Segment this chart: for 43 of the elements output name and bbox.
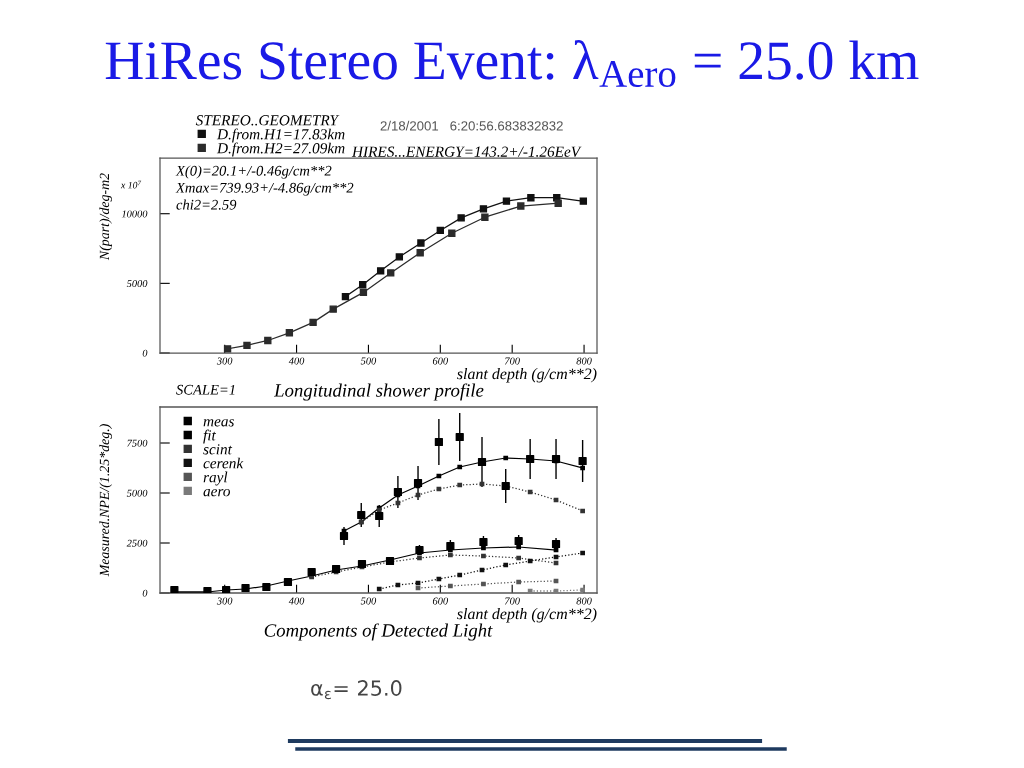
text: 2/18/2001 6:20:56.683832832 [380,120,563,131]
legend-label: scint [203,444,233,455]
y-tick-label: 0 [142,589,148,597]
x-axis-title: slant depth (g/cm**2) [457,608,597,623]
legend-label: cerenk [203,457,244,469]
legend-label: D.from.H2=27.09km [216,142,345,157]
x-tick-label: 800 [576,357,592,365]
x-tick-label: 300 [216,357,233,365]
x-tick-label: 700 [504,597,520,605]
x-axis-title: slant depth (g/cm**2) [457,368,597,383]
x-tick-label: 400 [288,597,305,605]
y-axis-title: N(part)/deg-m2 [99,173,112,261]
y-axis-title: Measured.NPE/(1.25*deg.) [99,424,112,577]
text: Components of Detected Light [264,623,493,641]
y-tick-label: 0 [142,349,148,357]
annotation: X(0)=20.1+/-0.46g/cm**2 [175,165,332,179]
text: x 10$^{7}$ [120,180,142,189]
y-tick-label: 5000 [126,489,148,497]
text: α$_{ε}$= 25.0 [311,680,402,700]
legend-label: meas [203,419,234,427]
text: SCALE=1 [176,384,235,395]
chart-title: HiRes Stereo Event: λ$_{Aero}$ = 25.0 km [105,39,919,88]
x-tick-label: 800 [576,597,592,605]
annotation: chi2=2.59 [176,199,237,210]
legend-title: STEREO..GEOMETRY [195,115,340,126]
y-tick-label: 2500 [126,539,148,547]
legend-label: D.from.H1=17.83km [216,128,345,143]
y-tick-label: 7500 [127,439,148,447]
text: HIRES...ENERGY=143.2+/-1.26EeV [351,146,582,157]
x-tick-label: 500 [360,357,377,365]
legend-label: rayl [203,471,228,486]
x-tick-label: 700 [504,357,520,365]
x-tick-label: 600 [432,597,448,605]
x-tick-label: 600 [432,357,448,365]
x-tick-label: 300 [216,597,233,605]
legend-label: aero [203,488,230,497]
text: Longitudinal shower profile [273,383,484,401]
legend-label: fit [203,429,217,444]
annotation: Xmax=739.93+/-4.86g/cm**2 [175,182,354,196]
x-tick-label: 500 [360,597,377,605]
y-tick-label: 5000 [126,280,148,288]
y-tick-label: 10000 [121,210,148,218]
x-tick-label: 400 [288,357,305,365]
